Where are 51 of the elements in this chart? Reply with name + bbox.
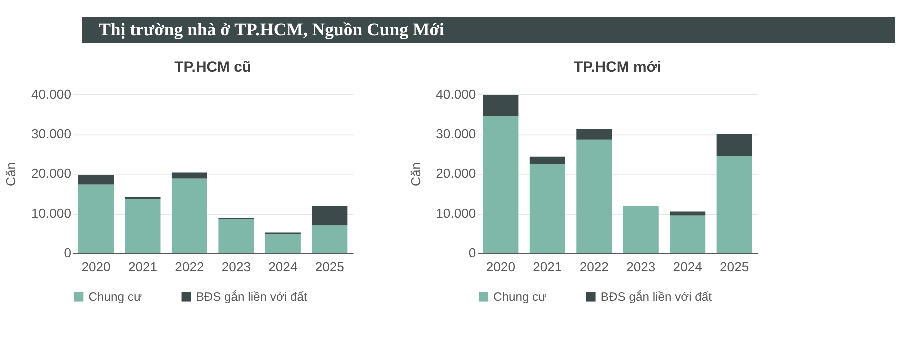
x-tick-label: 2022 bbox=[175, 260, 204, 275]
bar bbox=[172, 172, 208, 179]
legend-label: BĐS gắn liền với đất bbox=[600, 290, 713, 304]
bar bbox=[125, 199, 161, 254]
y-tick-label: 40.000 bbox=[31, 86, 72, 102]
bar bbox=[172, 178, 208, 254]
y-tick-label: 40.000 bbox=[436, 86, 476, 102]
y-tick-label: 10.000 bbox=[31, 206, 72, 221]
bar bbox=[670, 216, 706, 254]
x-tick-label: 2024 bbox=[268, 260, 298, 275]
legend-label: Chung cư bbox=[88, 290, 142, 304]
x-tick-label: 2022 bbox=[580, 260, 609, 275]
bar bbox=[483, 95, 519, 116]
x-tick-label: 2023 bbox=[626, 260, 656, 275]
y-axis-title: Căn bbox=[408, 162, 424, 186]
x-tick-label: 2020 bbox=[486, 260, 516, 275]
bar bbox=[576, 140, 612, 254]
x-tick-label: 2025 bbox=[315, 260, 344, 275]
legend-label: BĐS gắn liền với đất bbox=[196, 290, 308, 304]
x-tick-label: 2023 bbox=[222, 260, 251, 275]
bar bbox=[530, 156, 566, 164]
text: Thị trường nhà ở TP.HCM, Nguồn Cung Mới bbox=[99, 20, 445, 40]
x-tick-label: 2025 bbox=[720, 260, 750, 275]
x-tick-label: 2021 bbox=[128, 260, 158, 275]
bar bbox=[483, 116, 519, 254]
bar bbox=[78, 184, 114, 254]
y-tick-label: 0 bbox=[64, 246, 72, 261]
y-tick-label: 10.000 bbox=[436, 206, 476, 221]
y-tick-label: 30.000 bbox=[31, 126, 72, 142]
x-tick-label: 2021 bbox=[533, 260, 562, 275]
bar bbox=[312, 206, 348, 226]
bar bbox=[716, 156, 752, 254]
x-tick-label: 2024 bbox=[673, 260, 702, 275]
bar bbox=[218, 219, 254, 254]
y-axis-title: Căn bbox=[4, 162, 19, 186]
bar bbox=[78, 175, 114, 185]
bar bbox=[623, 206, 659, 254]
bar bbox=[716, 134, 752, 156]
bar bbox=[312, 226, 348, 254]
legend-label: Chung cư bbox=[493, 290, 547, 304]
x-tick-label: 2020 bbox=[82, 260, 111, 275]
y-tick-label: 20.000 bbox=[31, 166, 72, 182]
y-tick-label: 20.000 bbox=[436, 166, 476, 182]
y-tick-label: 0 bbox=[468, 246, 476, 261]
bar bbox=[265, 234, 301, 254]
y-tick-label: 30.000 bbox=[436, 126, 476, 142]
chart-title: TP.HCM mới bbox=[574, 59, 662, 76]
chart-title: TP.HCM cũ bbox=[174, 59, 252, 76]
bar bbox=[576, 129, 612, 140]
bar bbox=[530, 164, 566, 254]
bar bbox=[670, 212, 706, 216]
